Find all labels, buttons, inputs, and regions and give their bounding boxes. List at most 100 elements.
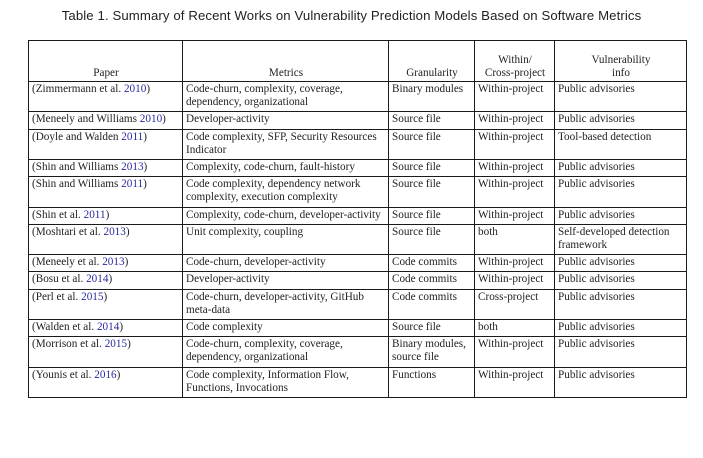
cell-paper: (Zimmermann et al. 2010) — [28, 80, 183, 113]
cell-vulnerability-info: Tool-based detection — [554, 128, 687, 161]
table-caption: Table 1. Summary of Recent Works on Vuln… — [61, 8, 642, 23]
cell-paper: (Walden et al. 2014) — [28, 319, 183, 338]
cell-paper: (Shin et al. 2011) — [28, 206, 183, 225]
cell-paper: (Doyle and Walden 2011) — [28, 128, 183, 161]
table-row: (Meneely and Williams 2010) Developer-act… — [28, 111, 687, 130]
cell-vulnerability-info: Self-developed detection framework — [554, 223, 687, 256]
cell-metrics: Code complexity, SFP, Security Resources… — [182, 128, 389, 161]
table-header-row: Paper Metrics Granularity Within/ Cross-… — [28, 40, 687, 82]
cell-metrics: Developer-activity — [182, 271, 389, 290]
cell-granularity: Functions — [388, 366, 475, 399]
cell-paper: (Meneely and Williams 2010) — [28, 111, 183, 130]
table-row: (Shin and Williams 2013) Complexity, code… — [28, 159, 687, 178]
cell-metrics: Code complexity, dependency network comp… — [182, 176, 389, 208]
table-row: (Moshtari et al. 2013) Unit complexity, c… — [28, 223, 687, 256]
citation-year-link[interactable]: 2011 — [83, 208, 106, 221]
cell-within-cross: Within-project — [474, 128, 555, 161]
citation-year-link[interactable]: 2011 — [121, 130, 144, 143]
table-row: (Zimmermann et al. 2010) Code-churn, comp… — [28, 80, 687, 113]
cell-paper: (Younis et al. 2016) — [28, 366, 183, 399]
cell-vulnerability-info: Public advisories — [554, 366, 687, 399]
table-row: (Younis et al. 2016) Code complexity, Inf… — [28, 366, 687, 399]
citation-year-link[interactable]: 2014 — [86, 273, 109, 286]
header-paper: Paper — [28, 40, 183, 82]
header-granularity: Granularity — [388, 40, 475, 82]
cell-paper: (Shin and Williams 2013) — [28, 159, 183, 178]
cell-within-cross: Cross-project — [474, 288, 555, 321]
summary-table: Paper Metrics Granularity Within/ Cross-… — [28, 40, 687, 399]
cell-granularity: Binary modules — [388, 80, 475, 113]
cell-metrics: Code complexity, Information Flow, Funct… — [182, 366, 389, 399]
cell-vulnerability-info: Public advisories — [554, 271, 687, 290]
cell-vulnerability-info: Public advisories — [554, 111, 687, 130]
cell-within-cross: both — [474, 223, 555, 256]
cell-metrics: Code complexity — [182, 319, 389, 338]
cell-paper: (Moshtari et al. 2013) — [28, 223, 183, 256]
citation-year-link[interactable]: 2010 — [123, 83, 147, 95]
cell-metrics: Code-churn, complexity, coverage, depend… — [182, 80, 389, 113]
cell-paper: (Meneely et al. 2013) — [28, 254, 183, 273]
cell-metrics: Code-churn, complexity, coverage, depend… — [182, 336, 389, 368]
table-row: (Doyle and Walden 2011) Code complexity, … — [28, 128, 687, 161]
cell-granularity: Source file — [388, 176, 475, 208]
cell-within-cross: Within-project — [474, 176, 555, 208]
cell-within-cross: Within-project — [474, 111, 555, 130]
cell-within-cross: both — [474, 319, 555, 338]
table-row: (Morrison et al. 2015) Code-churn, comple… — [28, 336, 687, 368]
cell-metrics: Developer-activity — [182, 111, 389, 130]
table-row: (Bosu et al. 2014) Developer-activity Code… — [28, 271, 687, 290]
cell-metrics: Unit complexity, coupling — [182, 223, 389, 256]
cell-vulnerability-info: Public advisories — [554, 319, 687, 338]
cell-vulnerability-info: Public advisories — [554, 176, 687, 208]
cell-metrics: Code-churn, developer-activity, GitHub m… — [182, 288, 389, 321]
cell-paper: (Bosu et al. 2014) — [28, 271, 183, 290]
cell-vulnerability-info: Public advisories — [554, 336, 687, 368]
cell-vulnerability-info: Public advisories — [554, 254, 687, 273]
citation-year-link[interactable]: 2013 — [103, 225, 126, 238]
citation-year-link[interactable]: 2014 — [96, 321, 120, 334]
cell-granularity: Code commits — [388, 271, 475, 290]
cell-granularity: Source file — [388, 128, 475, 161]
cell-vulnerability-info: Public advisories — [554, 206, 687, 225]
cell-metrics: Complexity, code-churn, fault-history — [182, 159, 389, 178]
table-row: (Perl et al. 2015) Code-churn, developer-… — [28, 288, 687, 321]
cell-granularity: Binary modules, source file — [388, 336, 475, 368]
header-within-cross: Within/ Cross-project — [474, 40, 555, 82]
cell-metrics: Code-churn, developer-activity — [182, 254, 389, 273]
cell-vulnerability-info: Public advisories — [554, 159, 687, 178]
cell-within-cross: Within-project — [474, 336, 555, 368]
cell-within-cross: Within-project — [474, 159, 555, 178]
citation-year-link[interactable]: 2015 — [104, 338, 128, 351]
cell-granularity: Source file — [388, 223, 475, 256]
cell-vulnerability-info: Public advisories — [554, 288, 687, 321]
cell-vulnerability-info: Public advisories — [554, 80, 687, 113]
cell-granularity: Source file — [388, 111, 475, 130]
table-row: (Shin et al. 2011) Complexity, code-churn… — [28, 206, 687, 225]
cell-granularity: Code commits — [388, 288, 475, 321]
cell-within-cross: Within-project — [474, 254, 555, 273]
table-row: (Walden et al. 2014) Code complexity Sourc… — [28, 319, 687, 338]
citation-year-link[interactable]: 2015 — [81, 290, 104, 303]
citation-year-link[interactable]: 2010 — [139, 113, 163, 126]
citation-year-link[interactable]: 2011 — [121, 178, 144, 191]
citation-year-link[interactable]: 2016 — [94, 368, 117, 381]
cell-within-cross: Within-project — [474, 271, 555, 290]
header-metrics: Metrics — [182, 40, 389, 82]
cell-paper: (Shin and Williams 2011) — [28, 176, 183, 208]
table-body: (Zimmermann et al. 2010) Code-churn, comp… — [28, 80, 687, 399]
table-row: (Shin and Williams 2011) Code complexity,… — [28, 176, 687, 208]
cell-granularity: Code commits — [388, 254, 475, 273]
cell-within-cross: Within-project — [474, 80, 555, 113]
cell-paper: (Perl et al. 2015) — [28, 288, 183, 321]
cell-within-cross: Within-project — [474, 366, 555, 399]
citation-year-link[interactable]: 2013 — [102, 256, 125, 269]
cell-granularity: Source file — [388, 319, 475, 338]
cell-granularity: Source file — [388, 159, 475, 178]
cell-granularity: Source file — [388, 206, 475, 225]
cell-metrics: Complexity, code-churn, developer-activi… — [182, 206, 389, 225]
header-vulnerability-info: Vulnerability info — [554, 40, 687, 82]
cell-paper: (Morrison et al. 2015) — [28, 336, 183, 368]
cell-within-cross: Within-project — [474, 206, 555, 225]
citation-year-link[interactable]: 2013 — [121, 161, 144, 174]
table-row: (Meneely et al. 2013) Code-churn, develop… — [28, 254, 687, 273]
